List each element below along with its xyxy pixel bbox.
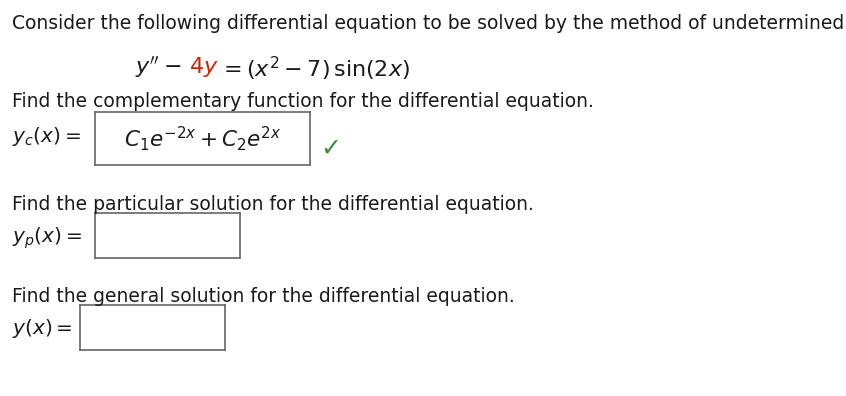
- Text: $y'' - $: $y'' - $: [135, 55, 182, 80]
- Text: Find the complementary function for the differential equation.: Find the complementary function for the …: [12, 92, 594, 111]
- Text: $\checkmark$: $\checkmark$: [320, 136, 338, 160]
- Text: $4y$: $4y$: [189, 55, 218, 79]
- Text: Find the general solution for the differential equation.: Find the general solution for the differ…: [12, 287, 514, 306]
- Text: $y_c(x) =$: $y_c(x) =$: [12, 125, 81, 148]
- Text: $C_1 e^{-2x} + C_2 e^{2x}$: $C_1 e^{-2x} + C_2 e^{2x}$: [124, 124, 281, 153]
- Text: Consider the following differential equation to be solved by the method of undet: Consider the following differential equa…: [12, 14, 846, 33]
- Text: $y(x) =$: $y(x) =$: [12, 317, 73, 340]
- Text: $y_p(x) =$: $y_p(x) =$: [12, 225, 82, 251]
- Text: $= (x^2 - 7)\,\sin(2x)$: $= (x^2 - 7)\,\sin(2x)$: [219, 55, 410, 83]
- Text: Find the particular solution for the differential equation.: Find the particular solution for the dif…: [12, 195, 534, 214]
